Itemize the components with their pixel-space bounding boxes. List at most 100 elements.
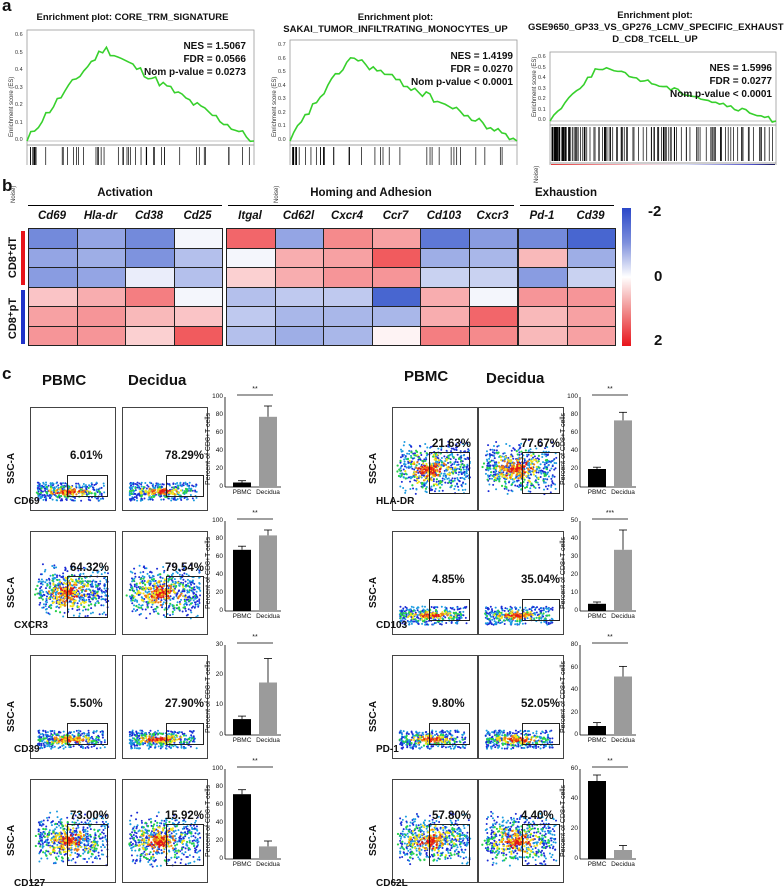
bar-chart <box>224 394 281 488</box>
gsea-ytick: 0.2 <box>15 102 23 108</box>
heatmap-cell <box>323 247 373 268</box>
colorbar-label-bottom: 2 <box>654 332 663 349</box>
bar-decidua <box>259 846 277 859</box>
gsea-fdr: FDR = 0.0270 <box>450 64 513 75</box>
flow-gate <box>67 824 108 866</box>
gsea-ytick: 0.4 <box>538 75 546 81</box>
row-group-label-pt: CD8⁺pT <box>7 297 20 340</box>
heatmap-cell <box>371 306 421 327</box>
bar-ytick: 80 <box>215 411 223 418</box>
group-underline-homing <box>228 205 514 206</box>
flow-scatter <box>34 810 110 867</box>
row-group-label-dt: CD8⁺dT <box>7 236 20 279</box>
flow-x-label: HLA-DR <box>376 496 415 507</box>
flow-percent: 5.50% <box>70 698 103 710</box>
sig-stars: *** <box>605 510 615 517</box>
heatmap-cell <box>468 228 518 249</box>
bar-ytick: 20 <box>215 589 223 596</box>
flow-scatter <box>396 440 472 495</box>
gene-label: Cd103 <box>426 210 462 222</box>
bar-ytick: 0 <box>219 855 223 862</box>
flow-gate <box>166 475 204 497</box>
bar-decidua <box>259 682 277 735</box>
colorbar-label-mid: 0 <box>654 268 663 285</box>
bar-ytick: 60 <box>570 765 578 772</box>
heatmap-cell <box>274 306 324 327</box>
sig-stars: ** <box>607 386 613 393</box>
group-underline-exhaustion <box>520 205 614 206</box>
bar-category: Decidua <box>256 861 280 868</box>
heatmap-cell <box>76 247 126 268</box>
heatmap-cell <box>468 247 518 268</box>
heatmap-cell <box>274 286 324 307</box>
gsea-title-line: GSE9650_GP33_VS_GP276_LCMV_SPECIFIC_EXHA… <box>528 22 784 33</box>
flow-scatter <box>125 563 202 620</box>
gsea-bottom-label: Noise) <box>534 165 540 183</box>
bar-ytick: 20 <box>215 837 223 844</box>
heatmap-cell <box>468 306 518 327</box>
flow-percent: 4.40% <box>521 810 554 822</box>
col-header-decidua-right: Decidua <box>486 370 545 387</box>
heatmap-cell <box>420 247 470 268</box>
flow-percent: 15.92% <box>165 810 205 822</box>
bar-ytick: 100 <box>212 765 223 772</box>
bar-decidua <box>259 416 277 487</box>
col-header-decidua-left: Decidua <box>128 372 187 389</box>
heatmap-cell <box>173 228 223 249</box>
flow-gate <box>522 723 560 745</box>
gene-label: Ccr7 <box>382 210 409 222</box>
bar-ytick: 0 <box>574 731 578 738</box>
heatmap-cell <box>371 247 421 268</box>
bar-pbmc <box>233 719 251 735</box>
bar-ytick: 0 <box>219 483 223 490</box>
bar-ytick: 60 <box>215 553 223 560</box>
heatmap-cell <box>323 325 373 346</box>
flow-x-label: CXCR3 <box>14 620 48 631</box>
gsea-title-line: Enrichment plot: <box>617 10 693 21</box>
flow-percent: 35.04% <box>521 574 561 586</box>
flow-y-label: SSC-A <box>368 824 379 856</box>
flow-percent: 21.63% <box>432 438 472 450</box>
gsea-fdr: FDR = 0.0277 <box>709 76 772 87</box>
heatmap-cell <box>323 306 373 327</box>
flow-gate <box>429 723 470 745</box>
bar-ytick: 100 <box>212 517 223 524</box>
bar-decidua <box>259 535 277 611</box>
gsea-ytick: 0.0 <box>278 137 286 143</box>
heatmap-cell <box>173 325 223 346</box>
flow-y-label: SSC-A <box>6 824 17 856</box>
bar-ytick: 20 <box>215 465 223 472</box>
gsea-ytick: 0.3 <box>15 84 23 91</box>
gsea-ytick: 0.5 <box>278 69 286 76</box>
gsea-title-line: Enrichment plot: CORE_TRM_SIGNATURE <box>36 12 229 23</box>
bar-ytick: 60 <box>215 429 223 436</box>
bar-decidua <box>614 850 632 859</box>
flow-gate <box>67 723 108 745</box>
colorbar-label-top: -2 <box>648 203 662 220</box>
bar-ytick: 40 <box>215 447 223 454</box>
gsea-ytick: 0.7 <box>278 42 286 48</box>
gsea-hits-frame <box>26 144 255 165</box>
heatmap-cell <box>125 325 175 346</box>
heatmap-cell <box>125 228 175 249</box>
heatmap-cell <box>28 247 78 268</box>
gsea-nes: NES = 1.5996 <box>709 63 772 74</box>
bar-decidua <box>614 420 632 487</box>
flow-percent: 4.85% <box>432 574 465 586</box>
heatmap-cell <box>323 267 373 288</box>
heatmap-cell <box>566 306 616 327</box>
gsea-hit-ticks <box>292 147 503 165</box>
gsea-ytick: 0.3 <box>278 96 286 103</box>
flow-percent: 73.00% <box>70 810 110 822</box>
heatmap-cell <box>28 325 78 346</box>
flow-y-label: SSC-A <box>6 700 17 732</box>
row-group-bar-pt <box>21 290 25 344</box>
sig-stars: ** <box>252 510 258 517</box>
bar-category: Decidua <box>611 737 635 744</box>
bar-pbmc <box>233 549 251 611</box>
gsea-ytick: 0.6 <box>15 32 23 38</box>
heatmap-cell <box>323 286 373 307</box>
heatmap-cell <box>323 228 373 249</box>
gsea-bottom-label: Noise) <box>11 185 17 203</box>
bar-category: PBMC <box>232 613 252 620</box>
